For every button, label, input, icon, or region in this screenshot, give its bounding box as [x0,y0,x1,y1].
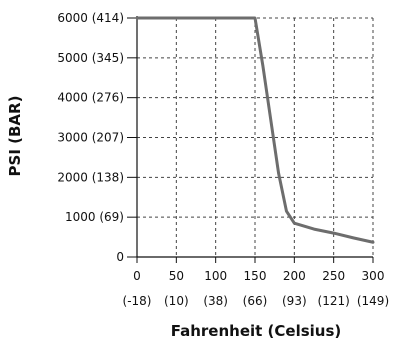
x-tick-label: 150 [244,269,267,283]
tick-labels: 0 1000 (69) 2000 (138) 3000 (207) 4000 (276)… [57,11,389,308]
x-tick-label: 200 [283,269,306,283]
x-tick-label: 50 [169,269,184,283]
x-tick-label: 100 [204,269,227,283]
x-tick-sublabel: (10) [164,294,189,308]
x-tick-label: 250 [322,269,345,283]
x-tick-sublabel: (149) [357,294,389,308]
x-tick-label: 0 [133,269,141,283]
x-tick-sublabel: (121) [318,294,350,308]
grid-lines [137,17,374,257]
series-line [135,16,375,244]
axes [127,16,374,263]
y-tick-label: 1000 (69) [65,210,124,224]
y-tick-label: 5000 (345) [57,51,124,65]
x-tick-sublabel: (66) [243,294,268,308]
y-tick-label: 6000 (414) [57,11,124,25]
x-tick-label: 300 [362,269,385,283]
y-tick-label: 3000 (207) [57,131,124,145]
x-tick-sublabel: (93) [282,294,307,308]
x-tick-sublabel: (-18) [123,294,152,308]
y-tick-label: 2000 (138) [57,170,124,184]
x-tick-sublabel: (38) [203,294,228,308]
y-tick-label: 4000 (276) [57,91,124,105]
series [135,16,375,244]
x-axis-title: Fahrenheit (Celsius) [171,322,342,340]
y-axis-title: PSI (BAR) [6,96,24,177]
y-tick-label: 0 [116,250,124,264]
